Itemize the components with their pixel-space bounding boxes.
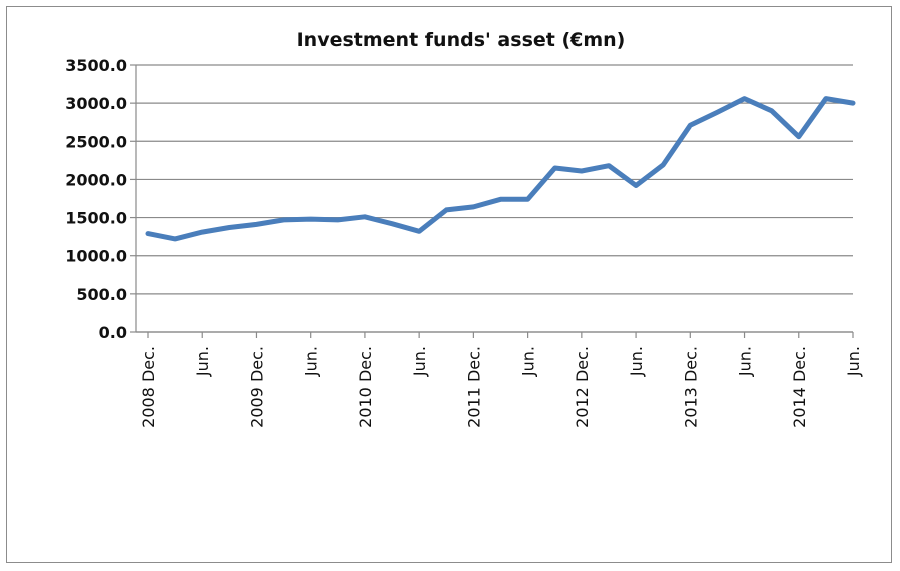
series-group [145, 96, 856, 242]
x-tick-label: 2008 Dec. [139, 346, 158, 428]
x-tick-label: Jun. [519, 346, 538, 377]
y-tick-label: 2500.0 [65, 132, 127, 151]
x-tick-label: 2010 Dec. [356, 346, 375, 428]
y-tick-label: 1000.0 [65, 247, 127, 266]
y-tick-label: 500.0 [76, 285, 127, 304]
y-tick-label: 3000.0 [65, 94, 127, 113]
chart-title: Investment funds' asset (€mn) [297, 29, 626, 51]
y-axis-ticks: 0.0 500.0 1000.0 1500.0 2000.0 2500.0 3000.0 35… [65, 56, 136, 342]
x-tick-label: Jun. [302, 346, 321, 377]
x-axis-ticks: 2008 Dec. Jun. 2009 Dec. Jun. 2010 Dec. Jun. 2… [139, 332, 863, 428]
x-tick-label: Jun. [410, 346, 429, 377]
x-tick-label: 2011 Dec. [464, 346, 483, 428]
series-line [145, 96, 856, 242]
x-tick-label: 2013 Dec. [681, 346, 700, 428]
y-tick-label: 0.0 [99, 323, 127, 342]
y-tick-label: 1500.0 [65, 209, 127, 228]
x-tick-label: 2014 Dec. [790, 346, 809, 428]
axes [135, 65, 853, 333]
x-tick-label: 2009 Dec. [247, 346, 266, 428]
x-tick-label: Jun. [736, 346, 755, 377]
x-tick-label: 2012 Dec. [573, 346, 592, 428]
y-tick-label: 2000.0 [65, 170, 127, 189]
x-tick-label: Jun. [844, 346, 863, 377]
x-tick-label: Jun. [193, 346, 212, 377]
y-tick-label: 3500.0 [65, 56, 127, 75]
x-tick-label: Jun. [627, 346, 646, 377]
